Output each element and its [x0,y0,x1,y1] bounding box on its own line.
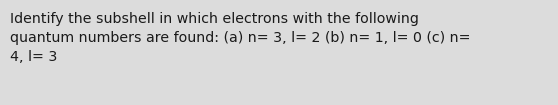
Text: 4, l= 3: 4, l= 3 [10,50,57,64]
Text: Identify the subshell in which electrons with the following: Identify the subshell in which electrons… [10,12,419,26]
Text: quantum numbers are found: (a) n= 3, l= 2 (b) n= 1, l= 0 (c) n=: quantum numbers are found: (a) n= 3, l= … [10,31,470,45]
